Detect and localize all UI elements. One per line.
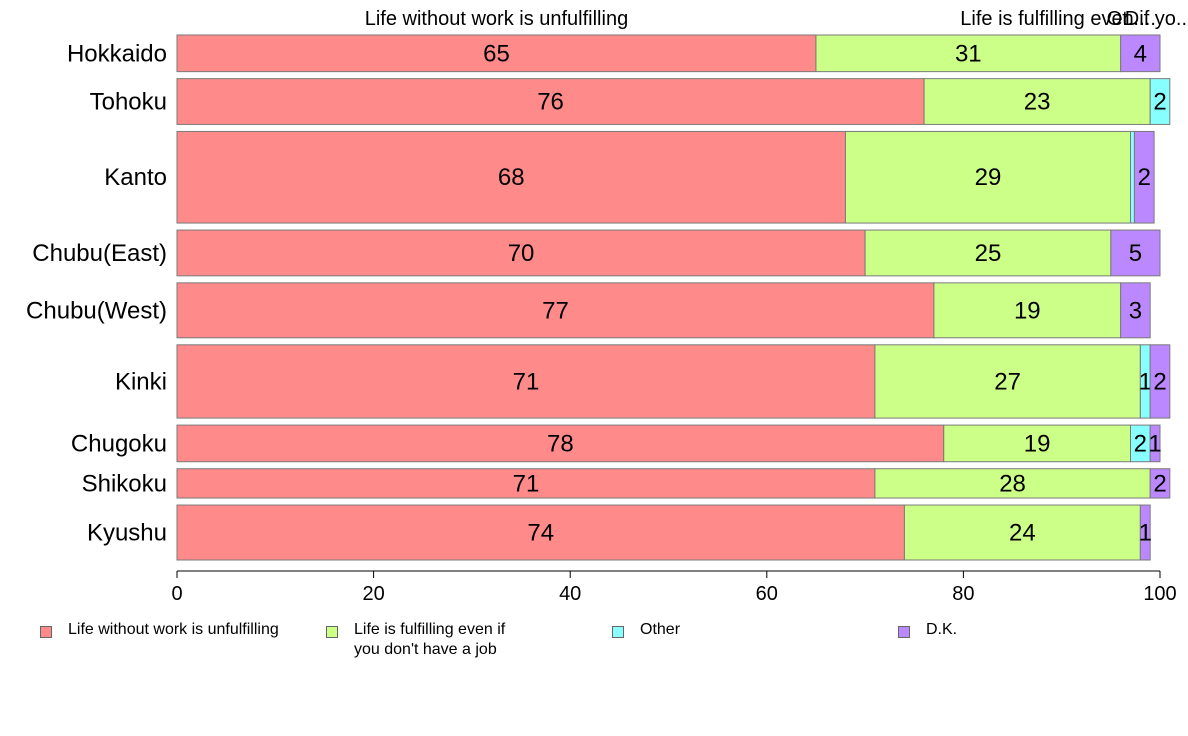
data-label: 2 (1153, 368, 1166, 395)
category-label: Kanto (104, 164, 167, 191)
data-label: 1 (1139, 520, 1152, 547)
series-top-label: Life without work is unfulfilling (365, 8, 628, 30)
category-label: Chubu(West) (26, 297, 167, 324)
legend-item-dk: D.K. (898, 620, 957, 640)
data-label: 31 (955, 40, 982, 67)
bar-segment (923, 78, 1151, 125)
data-label: 70 (508, 240, 535, 267)
bar-segment (903, 504, 1141, 561)
data-label: 74 (527, 520, 554, 547)
bar-segment (864, 229, 1112, 277)
x-tick-label: 100 (1143, 583, 1176, 605)
bar-segment (176, 424, 945, 463)
bar-segment (844, 130, 1132, 224)
bar-segment (1110, 229, 1161, 277)
data-label: 4 (1134, 40, 1147, 67)
series-top-label: Ot... (1107, 8, 1145, 30)
data-label: 1 (1148, 430, 1161, 457)
data-label: 5 (1129, 240, 1142, 267)
bar-segment (815, 34, 1122, 73)
legend: Life without work is unfulfilling Life i… (0, 620, 1188, 670)
data-label: 2 (1153, 470, 1166, 497)
category-label: Chubu(East) (32, 240, 167, 267)
data-label: 71 (513, 470, 540, 497)
category-label: Shikoku (82, 470, 167, 497)
bar-segment (1133, 130, 1155, 224)
data-label: 2 (1134, 430, 1147, 457)
legend-item-other: Other (612, 620, 680, 640)
series-top-label: Life is fulfilling even if yo... (960, 8, 1188, 30)
bar-segment (943, 424, 1132, 463)
data-label: 77 (542, 297, 569, 324)
bar-segment (1120, 282, 1151, 339)
x-tick-label: 40 (559, 583, 581, 605)
bar-segment (1149, 468, 1171, 499)
x-tick-label: 20 (362, 583, 384, 605)
bar-segment (874, 344, 1141, 419)
bar-segment (1139, 504, 1151, 561)
x-tick-label: 0 (171, 583, 182, 605)
category-label: Kyushu (87, 520, 167, 547)
legend-swatch (612, 626, 624, 638)
category-label: Chugoku (71, 430, 167, 457)
bar-segment (1130, 130, 1135, 224)
bar-segment (176, 504, 905, 561)
legend-swatch (898, 626, 910, 638)
bar-segment (1149, 424, 1161, 463)
bar-segment (176, 130, 846, 224)
data-label: 76 (537, 89, 564, 116)
data-label: 27 (994, 368, 1021, 395)
data-label: 1 (1139, 368, 1152, 395)
data-label: 25 (975, 240, 1002, 267)
bar-segment (176, 344, 876, 419)
legend-item-fulfilling: Life is fulfilling even if you don't hav… (326, 620, 505, 660)
data-label: 2 (1153, 89, 1166, 116)
bar-segment (1149, 78, 1171, 125)
x-tick-label: 80 (952, 583, 974, 605)
data-label: 68 (498, 164, 525, 191)
bar-segment (176, 229, 866, 277)
data-label: 19 (1024, 430, 1051, 457)
data-label: 2 (1138, 164, 1151, 191)
legend-label: D.K. (926, 621, 958, 638)
legend-swatch (40, 626, 52, 638)
data-label: 28 (999, 470, 1026, 497)
bar-segment (1149, 344, 1171, 419)
data-label: 23 (1024, 89, 1051, 116)
bar-segment (176, 34, 817, 73)
legend-item-unfulfilling: Life without work is unfulfilling (40, 620, 279, 640)
data-label: 19 (1014, 297, 1041, 324)
data-label: 78 (547, 430, 574, 457)
legend-label: Life is fulfilling even if you don't hav… (354, 621, 506, 658)
series-top-label: D... (1125, 8, 1156, 30)
data-label: 65 (483, 40, 510, 67)
bar-segment (1120, 34, 1161, 73)
bar-segment (874, 468, 1151, 499)
bar-segment (176, 468, 876, 499)
category-label: Tohoku (90, 89, 167, 116)
category-label: Hokkaido (67, 40, 167, 67)
legend-label: Other (640, 621, 681, 638)
bar-segment (176, 78, 925, 125)
bar-segment (176, 282, 935, 339)
category-label: Kinki (115, 368, 167, 395)
data-label: 24 (1009, 520, 1036, 547)
data-label: 71 (513, 368, 540, 395)
legend-label: Life without work is unfulfilling (68, 621, 279, 638)
legend-swatch (326, 626, 338, 638)
data-label: 3 (1129, 297, 1142, 324)
x-tick-label: 60 (756, 583, 778, 605)
data-label: 29 (975, 164, 1002, 191)
